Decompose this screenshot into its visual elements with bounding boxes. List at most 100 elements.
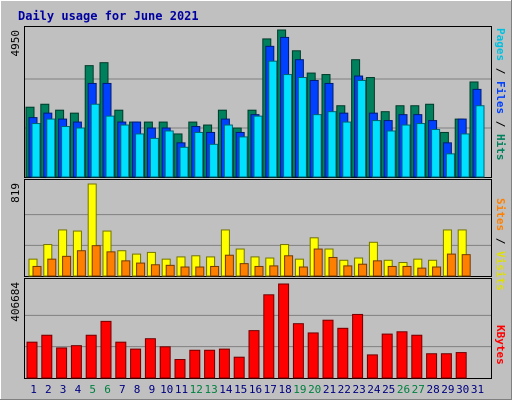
day-label-18: 18 <box>278 383 291 396</box>
day-label-10: 10 <box>160 383 173 396</box>
sites-bar-day-13 <box>210 265 220 277</box>
kbytes-bar-day-27 <box>411 334 423 379</box>
day-label-8: 8 <box>134 383 141 396</box>
visits-max-label: 819 <box>9 183 22 203</box>
day-label-11: 11 <box>175 383 188 396</box>
sites-bar-day-29 <box>446 253 456 277</box>
sites-bar-day-7 <box>121 260 131 277</box>
hits-axis-legend: Pages / Files / Hits <box>494 28 507 161</box>
kbytes-bar-day-19 <box>292 323 304 379</box>
kbytes-bar-day-25 <box>381 333 393 379</box>
pages-bar-day-29 <box>445 153 455 178</box>
pages-bar-day-28 <box>431 128 441 178</box>
chart-title: Daily usage for June 2021 <box>18 9 199 23</box>
sites-bar-day-17 <box>269 265 279 277</box>
pages-bar-day-2 <box>46 118 56 178</box>
day-label-3: 3 <box>60 383 67 396</box>
pages-bar-day-14 <box>223 124 233 178</box>
sites-bar-day-23 <box>358 263 368 277</box>
day-label-28: 28 <box>426 383 439 396</box>
day-label-24: 24 <box>367 383 381 396</box>
legend-sep-3: / <box>494 231 507 251</box>
day-label-14: 14 <box>219 383 233 396</box>
pages-bar-day-21 <box>327 111 337 178</box>
day-label-22: 22 <box>338 383 351 396</box>
kbytes-bar-day-24 <box>366 354 378 379</box>
pages-bar-day-7 <box>120 124 130 178</box>
visits-axis-legend: Sites / Visits <box>494 198 507 291</box>
kbytes-bar-day-2 <box>41 334 53 379</box>
pages-bar-day-13 <box>209 143 219 178</box>
kbytes-bar-day-7 <box>115 341 127 379</box>
kbytes-bar-day-8 <box>130 348 142 379</box>
sites-bar-day-9 <box>150 264 160 277</box>
pages-bar-day-27 <box>416 123 426 178</box>
day-label-20: 20 <box>308 383 321 396</box>
sites-bar-day-25 <box>387 265 397 277</box>
sites-bar-day-22 <box>343 265 353 277</box>
pages-bar-day-22 <box>342 121 352 178</box>
pages-bar-day-6 <box>105 115 115 178</box>
kbytes-bar-day-10 <box>159 346 171 379</box>
kbytes-bar-day-26 <box>396 331 408 379</box>
sites-bar-day-2 <box>47 258 57 277</box>
pages-bar-day-3 <box>61 126 71 178</box>
pages-bar-day-25 <box>386 130 396 178</box>
kbytes-bar-day-13 <box>204 349 216 379</box>
legend-pages: Pages <box>494 28 507 61</box>
kbytes-max-label: 406684 <box>9 282 22 322</box>
kbytes-bar-day-20 <box>307 332 319 379</box>
pages-bar-day-4 <box>75 127 85 178</box>
sites-bar-day-8 <box>136 262 146 277</box>
day-label-9: 9 <box>149 383 156 396</box>
kbytes-bar-day-9 <box>144 338 156 379</box>
day-label-5: 5 <box>89 383 96 396</box>
legend-kbytes: KBytes <box>494 325 507 365</box>
legend-hits: Hits <box>494 134 507 161</box>
sites-bar-day-10 <box>165 264 175 277</box>
sites-bar-day-1 <box>32 265 42 277</box>
pages-bar-day-16 <box>253 115 263 178</box>
kbytes-bar-day-5 <box>85 334 97 379</box>
kbytes-bar-day-21 <box>322 319 334 379</box>
kbytes-bar-day-6 <box>100 320 112 379</box>
day-label-23: 23 <box>352 383 365 396</box>
pages-bar-day-26 <box>401 124 411 178</box>
legend-visits: Visits <box>494 251 507 291</box>
kbytes-bar-day-12 <box>189 349 201 379</box>
day-label-29: 29 <box>441 383 454 396</box>
sites-bar-day-27 <box>417 267 427 277</box>
sites-bar-day-18 <box>284 255 294 277</box>
day-label-25: 25 <box>382 383 395 396</box>
bars <box>25 29 485 379</box>
pages-bar-day-11 <box>179 146 189 178</box>
kbytes-bar-day-3 <box>56 347 68 379</box>
kbytes-bar-day-22 <box>337 327 349 379</box>
day-label-16: 16 <box>249 383 262 396</box>
sites-bar-day-24 <box>372 260 382 277</box>
sites-bar-day-26 <box>402 265 412 277</box>
day-label-15: 15 <box>234 383 247 396</box>
pages-bar-day-17 <box>268 60 278 178</box>
sites-bar-day-4 <box>76 250 86 277</box>
pages-bar-day-10 <box>164 130 174 178</box>
legend-sep-1: / <box>494 61 507 81</box>
kbytes-bar-day-28 <box>426 353 438 379</box>
kbytes-bar-day-29 <box>440 353 452 379</box>
pages-bar-day-24 <box>371 120 381 178</box>
day-label-21: 21 <box>323 383 336 396</box>
sites-bar-day-12 <box>195 266 205 277</box>
sites-bar-day-6 <box>106 251 116 277</box>
kbytes-panel-frame <box>24 278 492 379</box>
day-label-7: 7 <box>119 383 126 396</box>
kbytes-bar-day-16 <box>248 330 260 379</box>
day-label-1: 1 <box>30 383 37 396</box>
pages-bar-day-8 <box>135 133 145 178</box>
kbytes-bar-day-11 <box>174 359 186 379</box>
sites-bar-day-15 <box>239 263 249 277</box>
pages-bar-day-1 <box>31 123 41 178</box>
day-label-17: 17 <box>264 383 277 396</box>
sites-bar-day-11 <box>180 266 190 277</box>
sites-bar-day-3 <box>62 255 72 277</box>
day-label-6: 6 <box>104 383 111 396</box>
